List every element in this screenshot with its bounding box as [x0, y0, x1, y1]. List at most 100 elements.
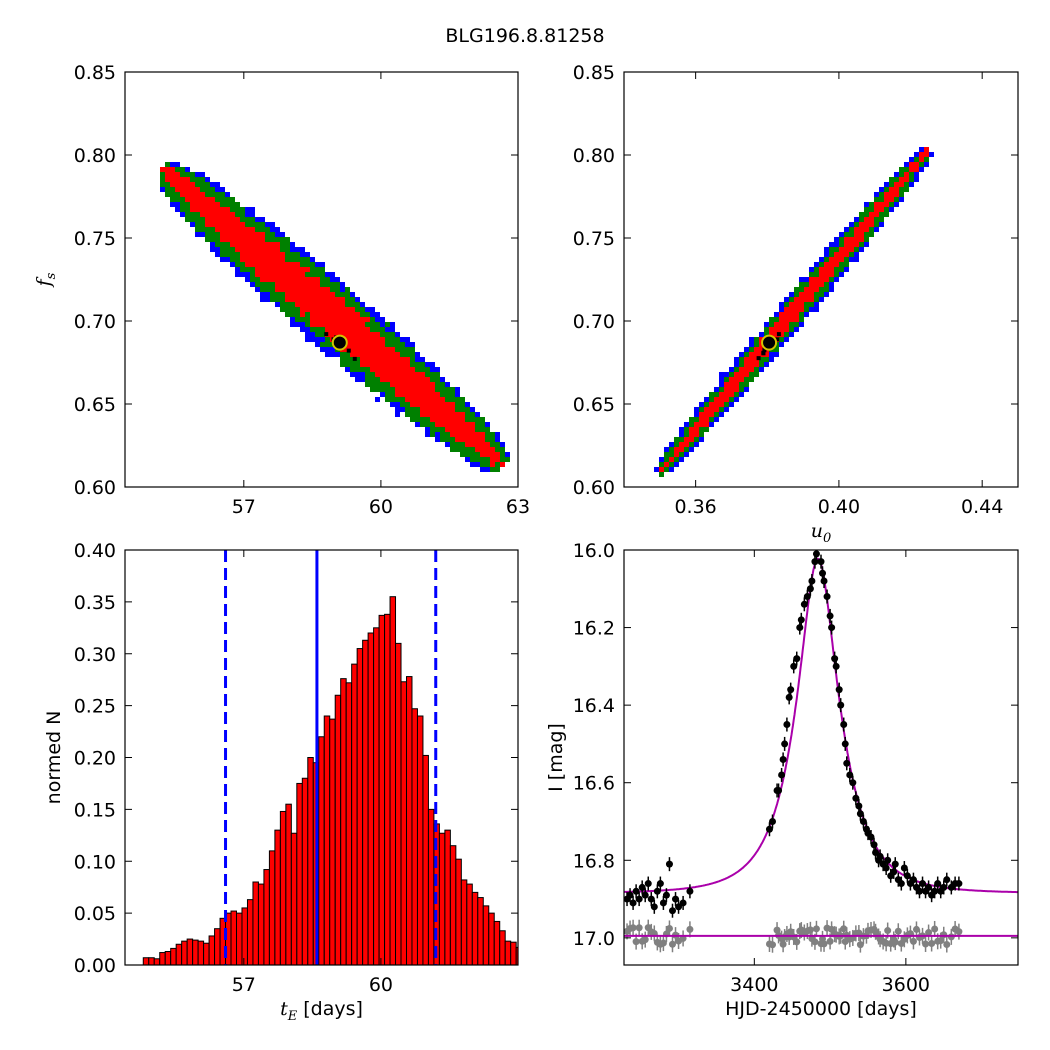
region-1sigma-cell — [754, 352, 759, 357]
region-3sigma-cell — [709, 422, 714, 427]
plot-frame — [124, 71, 519, 488]
region-2sigma-cell — [205, 187, 210, 192]
region-1sigma-cell — [210, 197, 215, 202]
region-2sigma-cell — [754, 342, 759, 347]
region-3sigma-cell — [684, 422, 689, 427]
region-1sigma-cell — [804, 292, 809, 297]
y-tick-label: 16.2 — [573, 618, 615, 640]
region-3sigma-cell — [914, 172, 919, 177]
region-2sigma-cell — [485, 427, 490, 432]
region-1sigma-cell — [435, 402, 440, 407]
region-2sigma-cell — [779, 337, 784, 342]
region-2sigma-cell — [505, 457, 510, 462]
histogram-bar — [411, 708, 418, 965]
y-tick-label: 0.75 — [573, 228, 615, 250]
region-2sigma-cell — [375, 322, 380, 327]
region-1sigma-cell — [425, 402, 430, 407]
observation-point — [828, 624, 836, 632]
region-2sigma-cell — [235, 257, 240, 262]
y-axis-label: I [mag] — [545, 723, 567, 792]
region-1sigma-cell — [245, 247, 250, 252]
region-2sigma-cell — [460, 407, 465, 412]
region-1sigma-cell — [200, 192, 205, 197]
region-2sigma-cell — [160, 182, 165, 187]
region-2sigma-cell — [485, 457, 490, 462]
observation-point — [668, 907, 676, 915]
x-tick-label: 57 — [232, 974, 256, 996]
region-1sigma-cell — [699, 417, 704, 422]
region-2sigma-cell — [475, 417, 480, 422]
y-tick-label: 0.80 — [573, 145, 615, 167]
observation-point — [846, 771, 854, 779]
region-1sigma-cell — [235, 227, 240, 232]
region-1sigma-cell — [380, 357, 385, 362]
region-2sigma-cell — [854, 247, 859, 252]
observation-point — [790, 662, 798, 670]
region-1sigma-cell — [230, 232, 235, 237]
histogram-bar — [427, 808, 435, 965]
region-2sigma-cell — [899, 192, 904, 197]
region-1sigma-cell — [844, 237, 849, 242]
histogram-bar — [148, 957, 155, 965]
region-1sigma-cell — [255, 237, 260, 242]
region-2sigma-cell — [190, 212, 195, 217]
region-2sigma-cell — [455, 402, 460, 407]
region-1sigma-cell — [315, 307, 320, 312]
histogram-bar — [378, 614, 386, 965]
region-1sigma-cell — [450, 432, 455, 437]
region-3sigma-cell — [694, 442, 699, 447]
region-1sigma-cell — [205, 202, 210, 207]
best-fit-sample — [756, 356, 761, 361]
region-1sigma-cell — [175, 182, 180, 187]
region-3sigma-cell — [310, 332, 315, 337]
region-1sigma-cell — [300, 272, 305, 277]
region-1sigma-cell — [420, 407, 425, 412]
observation-point — [775, 786, 783, 794]
region-2sigma-cell — [355, 307, 360, 312]
region-1sigma-cell — [295, 267, 300, 272]
region-3sigma-cell — [265, 222, 270, 227]
region-1sigma-cell — [210, 202, 215, 207]
region-1sigma-cell — [315, 302, 320, 307]
region-3sigma-cell — [864, 242, 869, 247]
region-3sigma-cell — [909, 157, 914, 162]
region-2sigma-cell — [719, 387, 724, 392]
region-1sigma-cell — [420, 392, 425, 397]
region-1sigma-cell — [909, 162, 914, 167]
region-1sigma-cell — [420, 412, 425, 417]
region-3sigma-cell — [904, 162, 909, 167]
region-1sigma-cell — [410, 382, 415, 387]
region-1sigma-cell — [175, 177, 180, 182]
region-1sigma-cell — [325, 312, 330, 317]
region-3sigma-cell — [829, 282, 834, 287]
region-3sigma-cell — [734, 362, 739, 367]
region-2sigma-cell — [425, 367, 430, 372]
region-1sigma-cell — [170, 182, 175, 187]
best-fit-sample — [324, 332, 329, 337]
region-3sigma-cell — [679, 457, 684, 462]
region-1sigma-cell — [455, 427, 460, 432]
region-2sigma-cell — [375, 377, 380, 382]
region-3sigma-cell — [210, 247, 215, 252]
region-2sigma-cell — [170, 192, 175, 197]
region-1sigma-cell — [250, 262, 255, 267]
histogram-bar — [268, 850, 276, 965]
region-1sigma-cell — [480, 447, 485, 452]
observation-point — [843, 759, 851, 767]
region-2sigma-cell — [225, 197, 230, 202]
region-1sigma-cell — [754, 357, 759, 362]
region-2sigma-cell — [440, 432, 445, 437]
region-1sigma-cell — [744, 362, 749, 367]
region-3sigma-cell — [330, 347, 335, 352]
region-3sigma-cell — [300, 252, 305, 257]
histogram-bar — [241, 907, 248, 965]
x-tick-label: 3600 — [882, 974, 930, 996]
observation-point — [819, 569, 827, 577]
region-2sigma-cell — [430, 427, 435, 432]
region-2sigma-cell — [849, 227, 854, 232]
region-2sigma-cell — [475, 457, 480, 462]
region-3sigma-cell — [290, 242, 295, 247]
histogram-bar — [444, 829, 451, 965]
region-2sigma-cell — [819, 287, 824, 292]
region-2sigma-cell — [674, 457, 679, 462]
